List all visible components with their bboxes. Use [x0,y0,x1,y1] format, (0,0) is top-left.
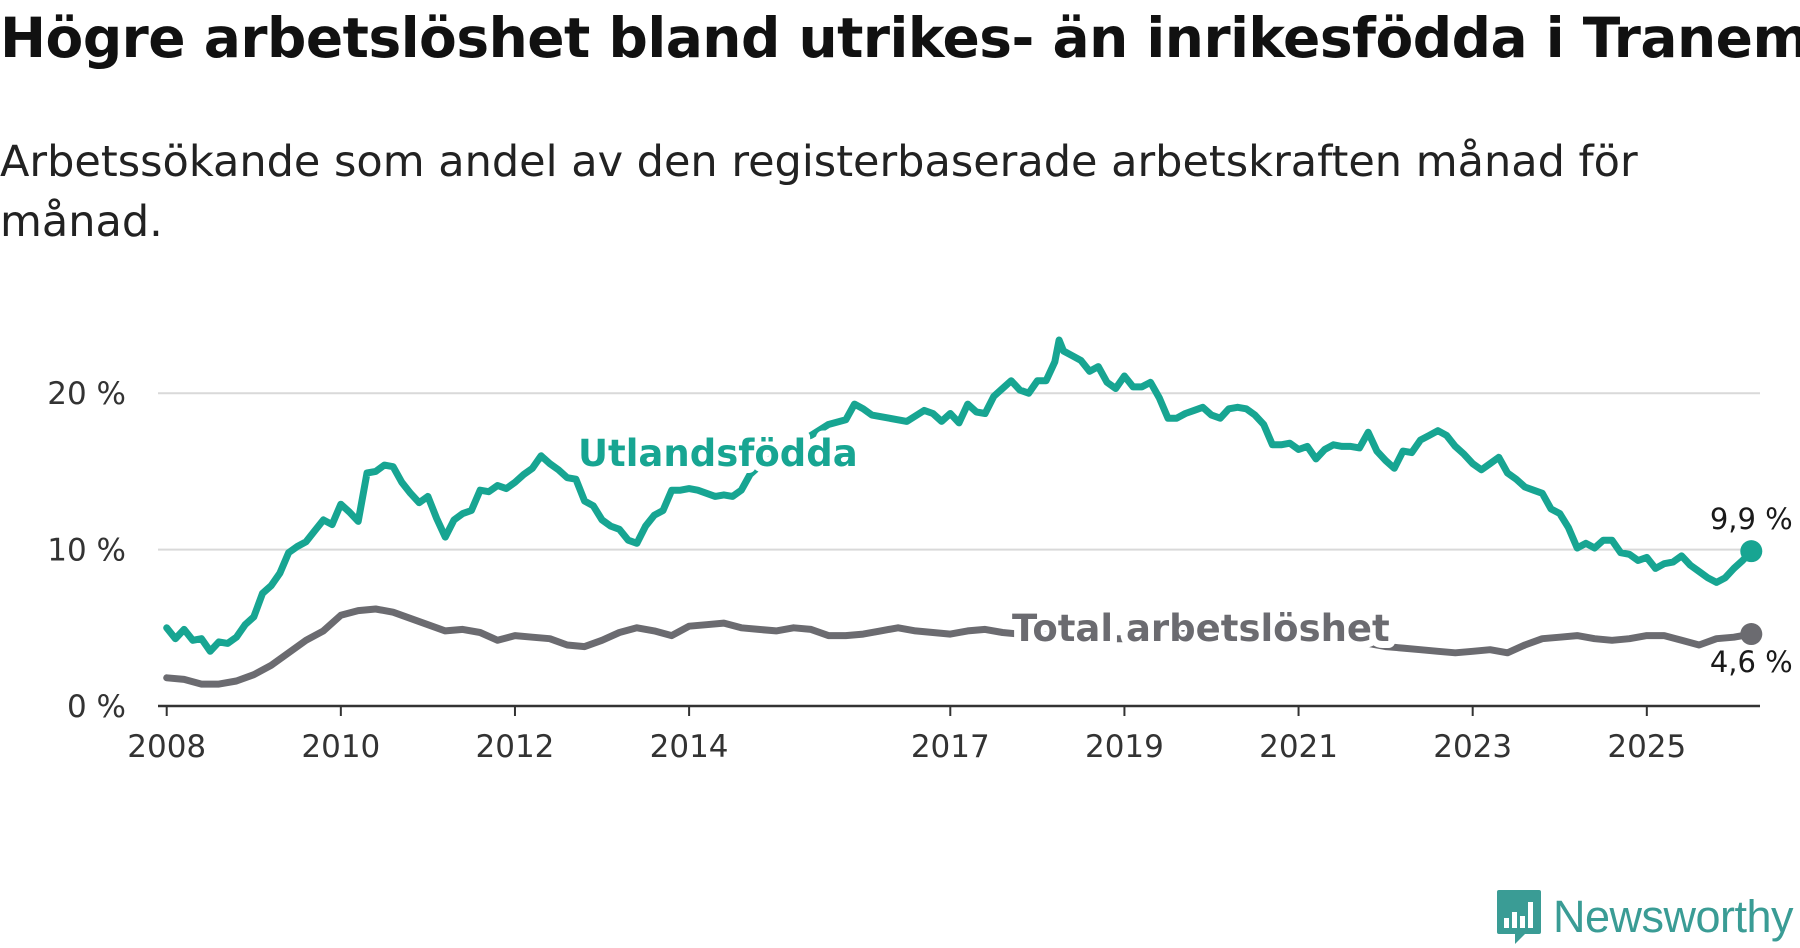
x-tick-label: 2008 [127,729,206,765]
chart-subtitle: Arbetssökande som andel av den registerb… [0,137,1638,247]
x-tick-label: 2025 [1607,729,1686,765]
gridlines [158,392,1760,551]
series-end-marker-total-arbetslöshet [1740,623,1763,646]
series-annotation-label: Utlandsfödda [578,432,858,475]
end-value-label-utlandsfödda: 9,9 % [1710,502,1793,536]
chart-title: Högre arbetslöshet bland utrikes- än inr… [0,6,1800,70]
x-tick-label: 2023 [1433,729,1512,765]
end-value-label-total-arbetslöshet: 4,6 % [1710,645,1793,679]
series-annotation-label: Total arbetslöshet [1012,607,1390,650]
newsworthy-logo-icon [1497,890,1541,944]
brand-name: Newsworthy [1553,891,1794,942]
y-tick-label: 10 % [47,533,126,569]
y-tick-label: 20 % [47,376,126,412]
series-line-total-arbetslöshet [163,605,1755,688]
series-labels: 4,6 %9,9 %UtlandsföddaUtlandsföddaTotal … [571,425,1793,679]
series-end-marker-utlandsfödda [1740,540,1763,563]
x-tick-label: 2010 [301,729,380,765]
axes: 0 % 10 % 20 % 2008 2010 2012 2014 2017 2019 2021 2… [47,376,1760,765]
series-annotation-halo: Utlandsfödda [578,432,858,475]
x-tick-label: 2017 [911,729,990,765]
newsworthy-brand: Newsworthy [1495,888,1794,946]
x-tick-label: 2012 [476,729,555,765]
series-line-utlandsfödda [163,336,1755,655]
x-tick-label: 2019 [1085,729,1164,765]
x-tick-label: 2014 [650,729,729,765]
series-annotation-halo: Total arbetslöshet [1012,607,1390,650]
y-tick-label: 0 % [67,689,126,725]
x-tick-label: 2021 [1259,729,1338,765]
series-lines [163,336,1763,688]
